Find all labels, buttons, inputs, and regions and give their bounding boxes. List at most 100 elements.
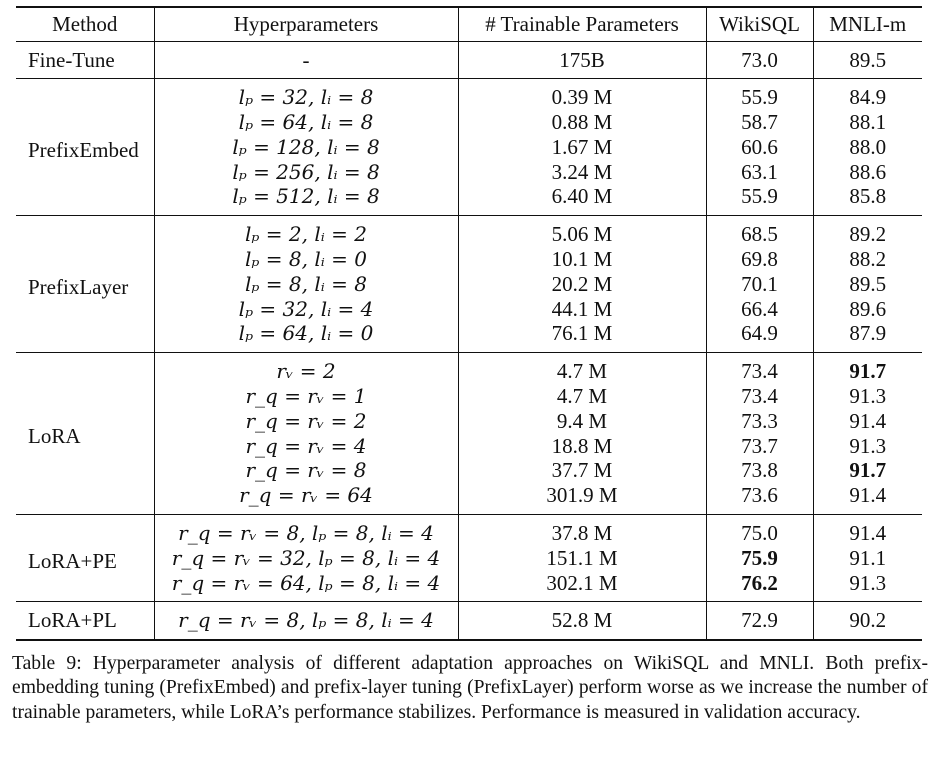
wikisql-cell: 73.7: [706, 433, 814, 459]
table-row: lₚ = 64, lᵢ = 0 76.1 M 64.9 87.9: [16, 321, 922, 353]
method-group: Fine-Tune -175B 73.0 89.5: [16, 41, 922, 79]
wikisql-cell: 55.9: [706, 184, 814, 216]
hyperparameter-cell: lₚ = 32, lᵢ = 8: [154, 78, 459, 111]
trainable-params-cell: 302.1 M: [458, 570, 707, 602]
table-row: lₚ = 512, lᵢ = 8 6.40 M 55.9 85.8: [16, 184, 922, 216]
method-group: LoRA rᵥ = 2 4.7 M 73.4 91.7 r_q = rᵥ = 1 4.7 M…: [16, 352, 922, 515]
table-row: r_q = rᵥ = 64, lₚ = 8, lᵢ = 4 302.1 M 76.2…: [16, 570, 922, 602]
math-expression: r_q = rᵥ = 8, lₚ = 8, lᵢ = 4: [178, 521, 434, 546]
math-expression: lₚ = 128, lᵢ = 8: [232, 134, 380, 159]
table-row: LoRA+PE r_q = rᵥ = 8, lₚ = 8, lᵢ = 4 37.8 …: [16, 514, 922, 602]
wikisql-cell: 58.7: [706, 110, 814, 135]
mnli-cell: 88.0: [849, 134, 887, 159]
math-expression: r_q = rᵥ = 8, lₚ = 8, lᵢ = 4: [178, 608, 434, 633]
trainable-params-cell: 301.9 M: [458, 483, 707, 515]
table-row: PrefixLayer lₚ = 2, lᵢ = 2 5.06 M 68.5 89.2: [16, 215, 922, 353]
method-group: LoRA+PL r_q = rᵥ = 8, lₚ = 8, lᵢ = 4 52.8 …: [16, 601, 922, 641]
math-expression: lₚ = 64, lᵢ = 8: [238, 110, 374, 135]
hyperparameter-cell: lₚ = 8, lᵢ = 0: [154, 247, 459, 272]
best-score: 75.9: [741, 545, 778, 570]
trainable-params-cell: 37.7 M: [458, 458, 707, 484]
mnli-cell: 91.7: [813, 353, 922, 384]
mnli-cell: 91.4: [849, 521, 887, 546]
hyperparameter-cell: lₚ = 256, lᵢ = 8: [154, 159, 459, 185]
math-expression: r_q = rᵥ = 4: [245, 433, 367, 458]
hyperparameter-cell: r_q = rᵥ = 64, lₚ = 8, lᵢ = 4: [154, 570, 459, 602]
wikisql-cell: 72.9: [706, 601, 814, 641]
trainable-params-cell: 4.7 M: [458, 384, 707, 409]
hyperparameter-cell: r_q = rᵥ = 1: [154, 384, 459, 409]
trainable-params-cell: 44.1 M: [458, 296, 707, 322]
hyperparameter-cell: -: [154, 41, 459, 79]
wikisql-cell: 66.4: [706, 296, 814, 322]
hyperparameter-cell: r_q = rᵥ = 4: [154, 433, 459, 459]
mnli-cell: 91.3: [849, 570, 887, 595]
math-expression: lₚ = 64, lᵢ = 0: [238, 321, 374, 346]
mnli-cell: 91.1: [849, 545, 887, 570]
header-row: Method Hyperparameters # Trainable Param…: [16, 7, 922, 41]
trainable-params-cell: 20.2 M: [458, 271, 707, 297]
math-expression: rᵥ = 2: [276, 359, 336, 384]
trainable-params-cell: 37.8 M: [458, 514, 707, 546]
header-mnli-m: MNLI-m: [829, 11, 907, 36]
wikisql-cell: 75.0: [706, 514, 814, 546]
mnli-cell: 85.8: [849, 184, 887, 209]
mnli-cell: 89.5: [849, 271, 887, 296]
hyperparameter-cell: r_q = rᵥ = 8: [154, 458, 459, 484]
table-row: lₚ = 8, lᵢ = 8 20.2 M 70.1 89.5: [16, 271, 922, 297]
table-caption: Table 9: Hyperparameter analysis of diff…: [12, 653, 928, 723]
mnli-cell: 88.6: [849, 159, 887, 184]
hyperparameter-cell: lₚ = 128, lᵢ = 8: [154, 134, 459, 160]
results-table: Method Hyperparameters # Trainable Param…: [16, 6, 922, 641]
table-row: LoRA rᵥ = 2 4.7 M 73.4 91.7: [16, 352, 922, 515]
math-expression: r_q = rᵥ = 64: [239, 483, 373, 508]
math-expression: r_q = rᵥ = 32, lₚ = 8, lᵢ = 4: [171, 545, 441, 570]
math-expression: r_q = rᵥ = 8: [245, 458, 367, 483]
method-cell: LoRA: [16, 352, 155, 515]
hyperparameter-cell: r_q = rᵥ = 32, lₚ = 8, lᵢ = 4: [154, 545, 459, 571]
mnli-cell: 87.9: [849, 321, 887, 346]
best-score: 91.7: [849, 359, 887, 384]
wikisql-cell: 73.4: [706, 352, 814, 385]
wikisql-cell: 63.1: [706, 159, 814, 185]
method-group: PrefixEmbed lₚ = 32, lᵢ = 8 0.39 M 55.9 84.9…: [16, 78, 922, 216]
mnli-cell: 89.6: [849, 296, 887, 321]
table-row: lₚ = 256, lᵢ = 8 3.24 M 63.1 88.6: [16, 159, 922, 185]
hyperparameter-cell: lₚ = 32, lᵢ = 4: [154, 296, 459, 322]
table-header: Method Hyperparameters # Trainable Param…: [16, 7, 922, 41]
hyperparameter-cell: r_q = rᵥ = 8, lₚ = 8, lᵢ = 4: [154, 514, 459, 546]
math-expression: r_q = rᵥ = 1: [245, 384, 367, 409]
best-score: 76.2: [741, 570, 778, 595]
header-wikisql: WikiSQL: [706, 7, 814, 41]
mnli-cell: 91.7: [813, 458, 922, 483]
method-cell: PrefixEmbed: [16, 78, 155, 216]
hyperparameter-cell: lₚ = 512, lᵢ = 8: [154, 184, 459, 216]
trainable-params-cell: 6.40 M: [458, 184, 707, 216]
trainable-params-cell: 0.39 M: [458, 78, 707, 111]
trainable-params-cell: 10.1 M: [458, 247, 707, 272]
trainable-params-cell: 18.8 M: [458, 433, 707, 459]
math-expression: lₚ = 8, lᵢ = 8: [245, 271, 367, 296]
table-row: lₚ = 64, lᵢ = 8 0.88 M 58.7 88.1: [16, 110, 922, 135]
mnli-cell: 91.4: [849, 483, 887, 508]
math-expression: lₚ = 32, lᵢ = 8: [238, 85, 374, 110]
header-hyperparameters: Hyperparameters: [154, 7, 459, 41]
trainable-params-cell: 0.88 M: [458, 110, 707, 135]
math-expression: r_q = rᵥ = 64, lₚ = 8, lᵢ = 4: [171, 570, 441, 595]
wikisql-cell: 68.5: [706, 215, 814, 248]
trainable-params-cell: 9.4 M: [458, 408, 707, 434]
wikisql-cell: 73.0: [706, 41, 814, 79]
wikisql-cell: 55.9: [706, 78, 814, 111]
wikisql-cell: 73.8: [706, 458, 814, 484]
mnli-cell: 88.2: [849, 247, 887, 272]
header-trainable-parameters: # Trainable Parameters: [458, 7, 707, 41]
trainable-params-cell: 5.06 M: [458, 215, 707, 248]
wikisql-cell: 64.9: [706, 321, 814, 353]
math-expression: lₚ = 8, lᵢ = 0: [245, 247, 367, 272]
mnli-cell: 91.4: [849, 408, 887, 433]
hyperparameter-cell: r_q = rᵥ = 2: [154, 408, 459, 434]
wikisql-cell: 76.2: [706, 570, 814, 602]
wikisql-cell: 73.4: [706, 384, 814, 409]
table-row: r_q = rᵥ = 64 301.9 M 73.6 91.4: [16, 483, 922, 515]
